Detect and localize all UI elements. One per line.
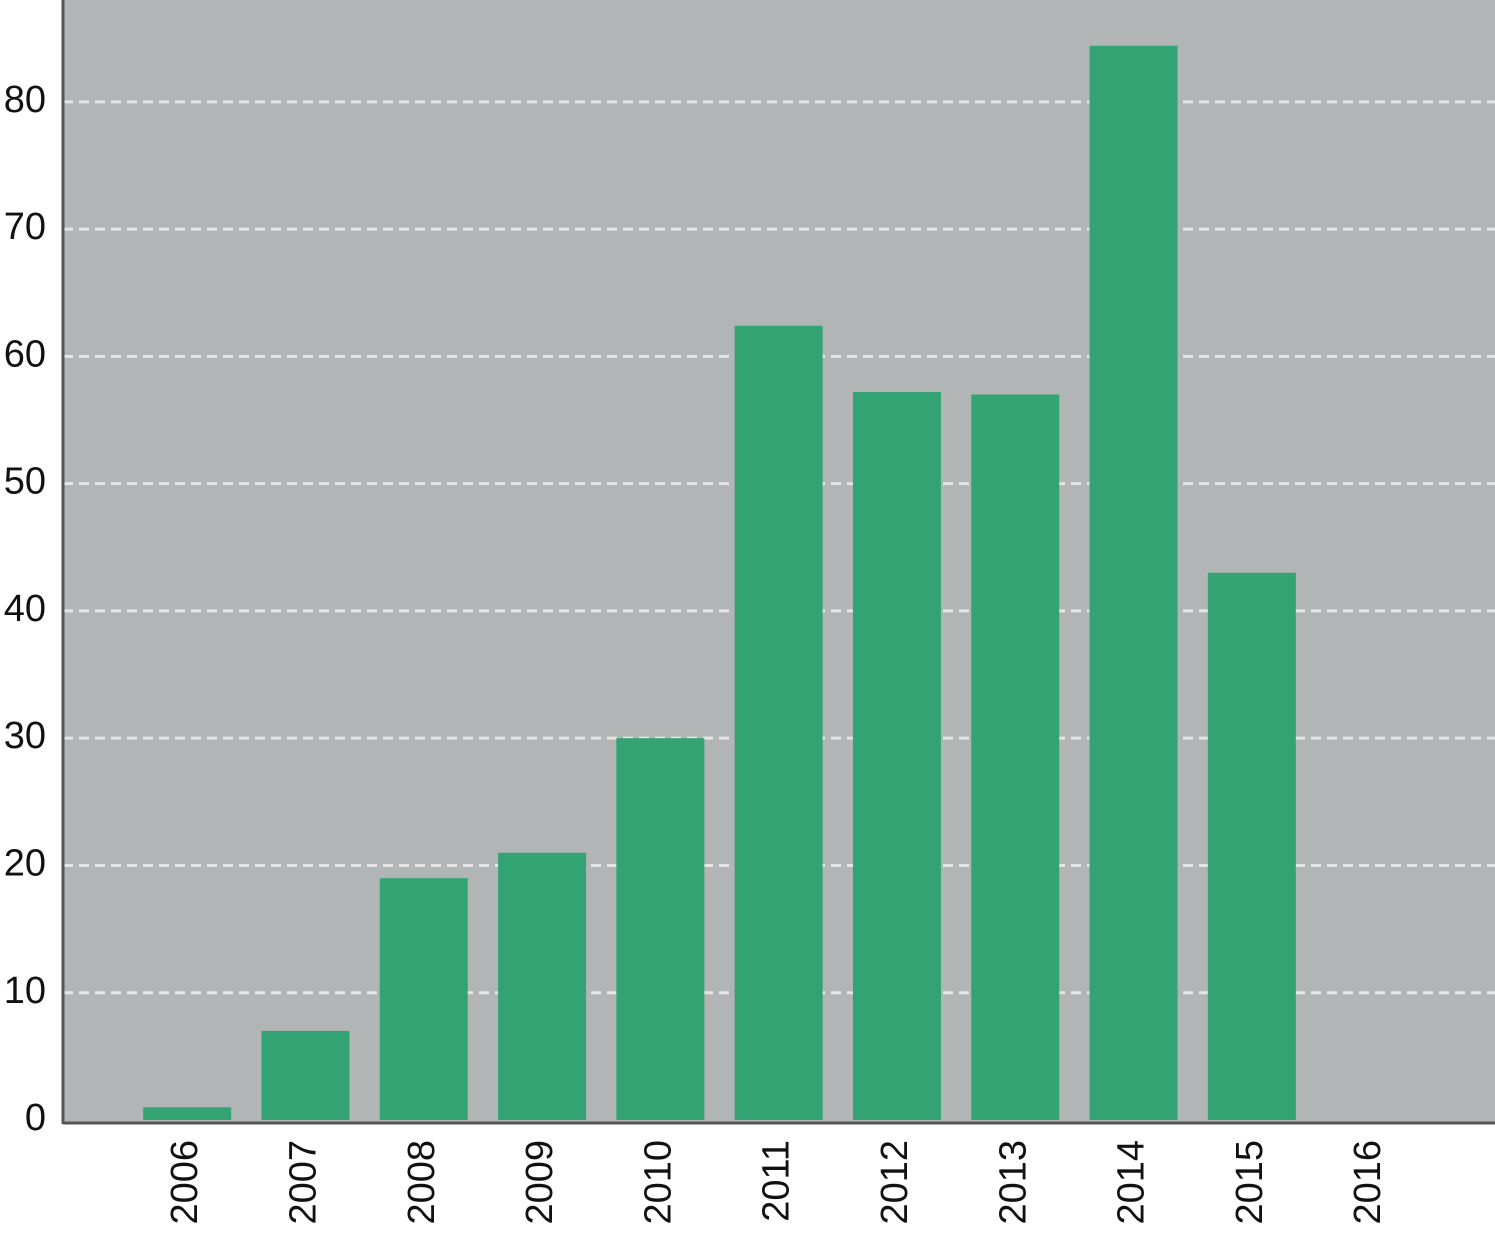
y-tick-label: 10 [4,970,46,1012]
bar [1089,45,1178,1120]
x-tick-label: 2011 [756,1140,798,1222]
x-tick-label: 2014 [1111,1140,1153,1225]
bar [616,738,705,1120]
bar [498,852,587,1120]
y-tick-label: 60 [4,333,46,375]
x-tick-label: 2008 [401,1140,443,1225]
x-tick-label: 2013 [992,1140,1034,1225]
bar [261,1030,350,1120]
y-tick-label: 70 [4,206,46,248]
bar [971,394,1060,1121]
x-tick-label: 2006 [164,1140,206,1225]
x-tick-label: 2012 [874,1140,916,1225]
x-tick-label: 2007 [282,1140,324,1225]
x-tick-label: 2010 [637,1140,679,1225]
x-tick-label: 2016 [1347,1140,1389,1225]
bar [1207,572,1296,1120]
y-tick-label: 50 [4,461,46,503]
bar [143,1107,232,1120]
x-tick-label: 2009 [519,1140,561,1225]
bar [852,392,941,1120]
y-tick-label: 0 [25,1097,46,1139]
x-tick-label: 2015 [1229,1140,1271,1225]
bar [379,878,468,1120]
y-tick-label: 20 [4,842,46,884]
y-tick-label: 40 [4,588,46,630]
y-tick-label: 30 [4,715,46,757]
y-tick-label: 80 [4,79,46,121]
bar [734,325,823,1120]
